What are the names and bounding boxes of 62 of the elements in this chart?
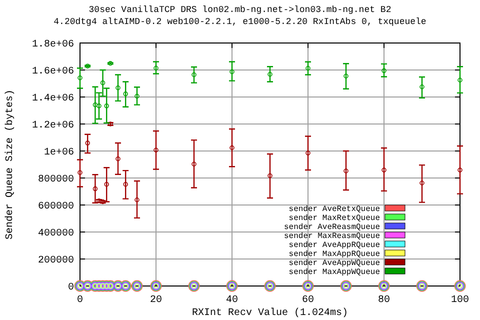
point — [230, 69, 234, 74]
point — [92, 186, 98, 192]
point — [382, 68, 386, 74]
legend-label: sender AveAppWQueue — [288, 259, 380, 268]
point — [382, 168, 386, 172]
legend-label: sender AveReasmQueue — [284, 223, 380, 232]
y-tick-label: 400000 — [38, 228, 74, 240]
legend-label: sender AveRetxQueue — [288, 205, 380, 214]
point — [123, 92, 128, 96]
point — [458, 78, 462, 82]
point — [116, 156, 120, 162]
point — [100, 80, 106, 86]
x-tick-label: 40 — [226, 295, 238, 306]
chart-title: 30sec VanillaTCP DRS lon02.mb-ng.net->lon03.mb-ng.net B2 — [88, 5, 392, 15]
point — [134, 198, 140, 202]
point — [78, 170, 82, 175]
legend-label: sender MaxReasmQueue — [284, 232, 380, 241]
point — [154, 66, 158, 70]
point — [268, 72, 272, 77]
point — [192, 162, 196, 166]
point — [123, 182, 128, 187]
legend-label: sender AveAppRQueue — [288, 241, 380, 250]
point — [420, 180, 424, 186]
point — [104, 104, 109, 108]
y-tick-label: 600000 — [38, 202, 74, 212]
chart-subtitle: 4.20dtg4 altAIMD-0.2 web100-2.2.1, e1000-5.2.20 RxIntAbs 0, txqueuele — [54, 17, 426, 27]
point — [230, 145, 234, 150]
point — [96, 104, 102, 108]
y-tick-label: 1.4e+06 — [32, 94, 74, 104]
point — [344, 74, 348, 78]
x-tick-label: 100 — [450, 295, 470, 306]
point — [458, 168, 462, 172]
point — [78, 75, 82, 80]
x-tick-label: 20 — [150, 295, 162, 306]
point — [85, 140, 90, 146]
y-tick-label: 1.6e+06 — [32, 66, 74, 78]
y-axis-title: Sender Queue Size (bytes) — [4, 89, 16, 240]
x-axis-title: RXInt Recv Value (1.024ms) — [192, 307, 348, 319]
point — [104, 182, 109, 187]
point — [154, 148, 158, 152]
y-tick-label: 1.8e+06 — [32, 40, 74, 50]
point — [268, 173, 272, 178]
legend-label: sender MaxAppRQueue — [288, 250, 380, 259]
point — [116, 85, 120, 90]
point — [420, 84, 424, 90]
x-tick-label: 80 — [378, 295, 390, 306]
y-tick-label: 800000 — [38, 174, 74, 186]
point — [85, 64, 90, 68]
y-tick-label: 0 — [68, 282, 74, 294]
point — [306, 66, 310, 71]
x-tick-label: 0 — [76, 295, 84, 306]
point — [192, 72, 196, 78]
y-tick-label: 200000 — [38, 256, 74, 266]
point — [134, 94, 140, 99]
y-tick-label: 1e+06 — [44, 148, 74, 158]
point — [306, 150, 310, 156]
legend-label: sender MaxRetxQueue — [288, 214, 380, 223]
point — [92, 102, 98, 108]
point — [344, 168, 348, 174]
legend-label: sender MaxAppWQueue — [288, 268, 380, 277]
y-tick-label: 1.2e+06 — [32, 120, 74, 132]
x-tick-label: 60 — [302, 295, 314, 306]
